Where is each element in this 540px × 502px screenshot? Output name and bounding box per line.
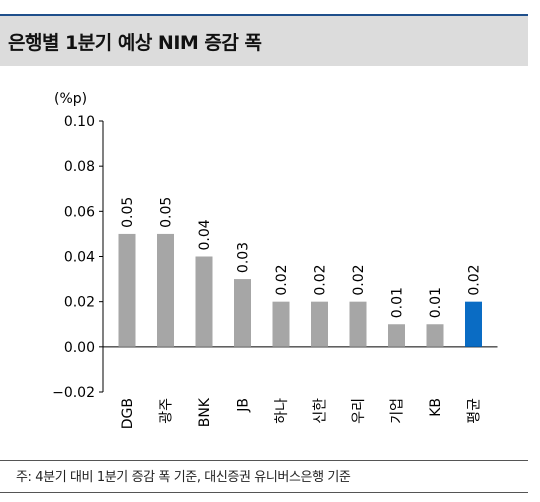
bar-chart: (%p) −0.02 0.00 0.02 0.04 0.06 0.08 0.10 0.05 DGB… <box>52 91 498 429</box>
category-label-6: 신한 <box>313 398 329 424</box>
data-label-9: 0.01 <box>428 287 444 318</box>
category-label-10: 평균 <box>467 398 483 424</box>
bar-2 <box>157 233 174 347</box>
footnote-top-rule <box>0 460 528 461</box>
category-label-7: 우리 <box>351 398 367 424</box>
y-axis-unit: (%p) <box>54 91 87 107</box>
bar-4 <box>234 279 251 347</box>
title-bar: 은행별 1분기 예상 NIM 증감 폭 <box>0 16 528 66</box>
data-label-4: 0.03 <box>236 242 252 273</box>
y-tick-label: 0.04 <box>64 250 95 266</box>
footnote: 주: 4분기 대비 1분기 증감 폭 기준, 대신증권 유니버스은행 기준 <box>16 470 351 485</box>
y-tick-label: 0.08 <box>64 159 95 175</box>
y-tick-label: 0.02 <box>64 295 95 311</box>
bar-3 <box>195 256 213 347</box>
y-tick-label: −0.02 <box>52 385 95 401</box>
data-label-1: 0.05 <box>120 197 136 228</box>
category-label-4: JB <box>236 398 252 413</box>
y-tick-label: 0.10 <box>64 114 95 130</box>
category-label-5: 하나 <box>274 398 290 424</box>
title-top-rule <box>0 14 528 16</box>
data-label-3: 0.04 <box>197 219 213 250</box>
y-tick-label: 0.06 <box>64 204 95 220</box>
data-label-7: 0.02 <box>351 264 367 295</box>
bar-8 <box>388 324 405 347</box>
category-label-8: 기업 <box>390 398 406 424</box>
chart-title: 은행별 1분기 예상 NIM 증감 폭 <box>8 32 262 54</box>
bar-5 <box>272 301 290 347</box>
data-label-2: 0.05 <box>159 197 175 228</box>
category-label-9: KB <box>428 398 444 417</box>
bar-10 <box>465 301 482 347</box>
bar-1 <box>118 233 136 347</box>
category-label-3: BNK <box>197 397 213 427</box>
data-label-8: 0.01 <box>390 287 406 318</box>
bar-6 <box>311 301 328 347</box>
data-label-10: 0.02 <box>467 264 483 295</box>
y-tick-label: 0.00 <box>64 340 95 356</box>
bar-9 <box>426 324 444 347</box>
category-label-2: 광주 <box>159 398 175 424</box>
footnote-bottom-rule <box>0 492 528 493</box>
data-label-6: 0.02 <box>313 264 329 295</box>
data-label-5: 0.02 <box>274 264 290 295</box>
bar-7 <box>349 301 367 347</box>
category-label-1: DGB <box>120 398 136 429</box>
